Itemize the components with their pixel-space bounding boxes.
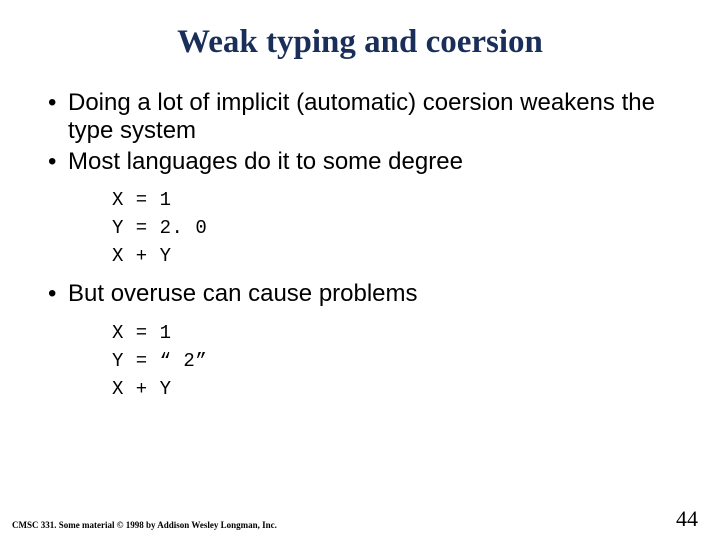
code-line: Y = 2. 0 bbox=[112, 214, 680, 242]
code-line: X = 1 bbox=[112, 319, 680, 347]
code-line: X + Y bbox=[112, 375, 680, 403]
footer-copyright: CMSC 331. Some material © 1998 by Addiso… bbox=[12, 520, 277, 530]
bullet-marker: • bbox=[48, 89, 68, 146]
bullet-text: Most languages do it to some degree bbox=[68, 148, 680, 176]
slide-title: Weak typing and coersion bbox=[0, 0, 720, 89]
code-line: X = 1 bbox=[112, 186, 680, 214]
slide-content: • Doing a lot of implicit (automatic) co… bbox=[0, 89, 720, 403]
code-block-1: X = 1 Y = 2. 0 X + Y bbox=[48, 186, 680, 270]
bullet-text: Doing a lot of implicit (automatic) coer… bbox=[68, 89, 680, 146]
code-line: X + Y bbox=[112, 242, 680, 270]
bullet-item: • Doing a lot of implicit (automatic) co… bbox=[48, 89, 680, 146]
code-block-2: X = 1 Y = “ 2” X + Y bbox=[48, 319, 680, 403]
slide: Weak typing and coersion • Doing a lot o… bbox=[0, 0, 720, 540]
bullet-marker: • bbox=[48, 280, 68, 308]
bullet-marker: • bbox=[48, 148, 68, 176]
bullet-item: • Most languages do it to some degree bbox=[48, 148, 680, 176]
bullet-text: But overuse can cause problems bbox=[68, 280, 680, 308]
page-number: 44 bbox=[676, 506, 698, 532]
code-line: Y = “ 2” bbox=[112, 347, 680, 375]
bullet-item: • But overuse can cause problems bbox=[48, 280, 680, 308]
